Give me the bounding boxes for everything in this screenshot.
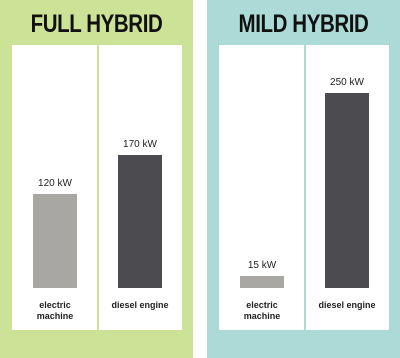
- chart-panel: MILD HYBRID 15 kW electric machine 250 kW di…: [207, 0, 400, 358]
- chart-panel: FULL HYBRID 120 kW electric machine 170 kW d…: [0, 0, 193, 358]
- value-label: 15 kW: [247, 260, 277, 272]
- chart-title: MILD HYBRID: [238, 10, 369, 38]
- category-label: diesel engine: [111, 300, 169, 310]
- value-label: 170 kW: [123, 139, 157, 151]
- bar: [118, 155, 162, 288]
- value-label: 250 kW: [330, 77, 364, 88]
- category-label: electric machine: [36, 300, 74, 321]
- chart-title: FULL HYBRID: [30, 10, 163, 38]
- divider: [304, 45, 306, 330]
- divider: [97, 45, 99, 330]
- category-label: electric machine: [243, 300, 281, 321]
- bar: [240, 276, 284, 288]
- value-label: 120 kW: [38, 178, 72, 190]
- category-label: diesel engine: [318, 300, 376, 310]
- bar: [33, 194, 77, 288]
- bar: [325, 93, 369, 288]
